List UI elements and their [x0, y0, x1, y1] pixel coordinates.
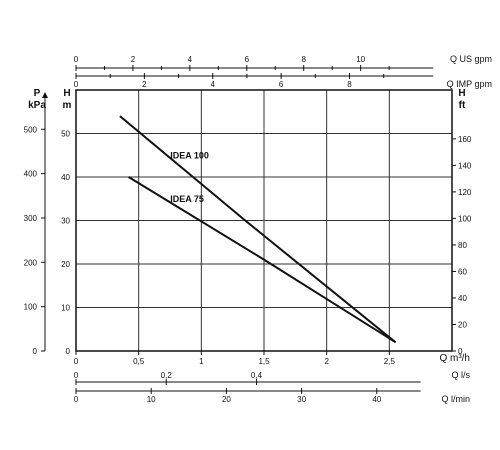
top-axis-tick-label: 2: [131, 55, 136, 64]
top-axis-tick-label: 2: [142, 80, 147, 89]
y-tick-label-ft: 40: [458, 294, 467, 303]
x-tick-label: 0,5: [133, 357, 145, 366]
y-tick-label-m: 40: [61, 173, 70, 182]
y-tick-label-m: 10: [61, 304, 70, 313]
pressure-axis-title: P: [34, 88, 41, 99]
top-axis-tick-label: 0: [74, 80, 79, 89]
top-axis-tick-label: 4: [211, 80, 216, 89]
top-axis-tick-label: 6: [279, 80, 284, 89]
y-tick-label-ft: 140: [458, 161, 472, 170]
top-axis-tick-label: 4: [188, 55, 193, 64]
pump-curve-line: [128, 176, 397, 344]
y-tick-label-kpa: 200: [24, 258, 38, 267]
bottom-axis-tick-label: 0: [74, 371, 79, 380]
pump-curve-label: IDEA 100: [170, 150, 209, 160]
x-tick-label: 2,5: [384, 357, 396, 366]
top-axis-tick-label: 8: [347, 80, 352, 89]
y-tick-label-m: 50: [61, 130, 70, 139]
pump-curves: IDEA 100 IDEA 75: [119, 115, 397, 344]
top-axis-title: Q US gpm: [450, 54, 492, 64]
y-tick-label-kpa: 300: [24, 214, 38, 223]
top-flow-axes: 0 2 4 6 8 10 Q US gpm 0 2 4 6 8 Q IMP gpm: [74, 54, 492, 89]
bottom-flow-axes: 0 0,2 0,4 Q l/s 0 10 20 30 40 Q l/min: [74, 370, 471, 404]
y-tick-label-m: 30: [61, 217, 70, 226]
pressure-axis-unit: kPa: [28, 100, 46, 111]
y-tick-label-kpa: 400: [24, 170, 38, 179]
head-ft-axis-unit: ft: [459, 100, 466, 111]
bottom-axis-title: Q l/s: [451, 370, 470, 380]
head-m-axis-title: H: [63, 88, 70, 99]
y-tick-label-ft: 20: [458, 320, 467, 329]
head-m-axis-unit: m: [63, 100, 72, 111]
y-tick-label-kpa: 100: [24, 303, 38, 312]
y-tick-label-kpa: 0: [33, 347, 38, 356]
y-tick-label-ft: 100: [458, 214, 472, 223]
y-tick-label-kpa: 500: [24, 125, 38, 134]
head-ft-axis-title: H: [458, 88, 465, 99]
x-tick-label: 2: [324, 357, 329, 366]
x-tick-label: 1,5: [258, 357, 270, 366]
x-tick-label: 0: [74, 357, 79, 366]
top-axis-tick-label: 0: [74, 55, 79, 64]
y-tick-label-ft: 160: [458, 135, 472, 144]
grid-lines: 0 0,5 1 1,5 2 2,5: [74, 89, 453, 366]
y-tick-label-m: 0: [66, 347, 71, 356]
top-axis-tick-label: 6: [245, 55, 250, 64]
bottom-axis-title: Q l/min: [441, 394, 470, 404]
bottom-axis-tick-label: 0,4: [251, 371, 263, 380]
bottom-axis-tick-label: 30: [297, 395, 306, 404]
y-tick-label-ft: 80: [458, 241, 467, 250]
flow-m3h-axis-title: Q m³/h: [439, 353, 470, 364]
bottom-axis-tick-label: 10: [147, 395, 156, 404]
pump-curve-line: [119, 115, 397, 344]
right-feet-axis: 0 20 40 60 80 100 120 140 160: [452, 135, 472, 356]
y-tick-label-ft: 60: [458, 267, 467, 276]
y-tick-label-ft: 0: [458, 347, 463, 356]
y-tick-label-ft: 120: [458, 188, 472, 197]
top-axis-tick-label: 8: [301, 55, 306, 64]
x-tick-label: 1: [199, 357, 204, 366]
bottom-axis-tick-label: 0,2: [161, 371, 173, 380]
top-axis-tick-label: 10: [356, 55, 365, 64]
bottom-axis-tick-label: 20: [222, 395, 231, 404]
top-axis-title: Q IMP gpm: [447, 79, 492, 89]
bottom-axis-tick-label: 0: [74, 395, 79, 404]
pump-curve-label: IDEA 75: [170, 194, 204, 204]
kpa-axis-arrow: [42, 92, 48, 98]
y-tick-label-m: 20: [61, 260, 70, 269]
bottom-axis-tick-label: 40: [372, 395, 381, 404]
